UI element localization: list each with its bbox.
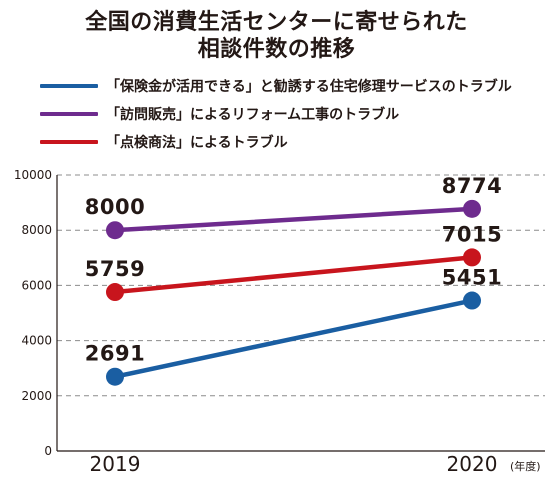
series-line-inspection-scam [112,255,475,295]
data-label-insurance-repair-2020: 5451 [442,266,502,290]
y-tick-label-2000: 2000 [21,389,52,403]
y-tick-label-8000: 8000 [21,223,52,237]
data-point-insurance-repair-2019 [106,367,124,386]
data-label-inspection-scam-2019: 5759 [85,257,145,281]
legend-label-inspection-scam: 「点検商法」によるトラブル [106,135,288,151]
legend-swatch-inspection-scam [40,140,98,144]
legend-label-insurance-repair: 「保険金が活用できる」と勧誘する住宅修理サービスのトラブル [106,79,512,95]
legend-item-door-to-door-reform: 「訪問販売」によるリフォーム工事のトラブル [40,100,512,128]
x-tick-label-2019: 2019 [90,452,141,476]
chart-title-line-2: 相談件数の推移 [197,37,356,62]
legend-swatch-insurance-repair [40,84,98,88]
y-tick-label-10000: 10000 [14,168,52,182]
data-point-door-to-door-reform-2020 [463,199,481,218]
data-label-door-to-door-reform-2020: 8774 [442,174,502,198]
data-point-insurance-repair-2020 [463,291,481,310]
data-label-door-to-door-reform-2019: 8000 [85,195,145,219]
data-point-inspection-scam-2019 [106,283,124,302]
chart-title-line-1: 全国の消費生活センターに寄せられた [85,10,468,35]
legend-item-insurance-repair: 「保険金が活用できる」と勧誘する住宅修理サービスのトラブル [40,72,512,100]
y-tick-label-6000: 6000 [21,278,52,292]
legend-item-inspection-scam: 「点検商法」によるトラブル [40,128,512,156]
data-label-insurance-repair-2019: 2691 [85,342,145,366]
y-tick-label-4000: 4000 [21,334,52,348]
y-tick-label-0: 0 [44,444,52,458]
series-line-door-to-door-reform [112,206,475,233]
legend-swatch-door-to-door-reform [40,112,98,116]
legend-label-door-to-door-reform: 「訪問販売」によるリフォーム工事のトラブル [106,107,400,123]
legend: 「保険金が活用できる」と勧誘する住宅修理サービスのトラブル 「訪問販売」によるリ… [40,72,512,156]
data-point-inspection-scam-2020 [463,248,481,267]
x-axis-unit-label: (年度) [510,459,541,473]
data-label-inspection-scam-2020: 7015 [442,222,502,246]
x-tick-label-2020: 2020 [447,452,498,476]
data-point-door-to-door-reform-2019 [106,221,124,240]
series-line-insurance-repair [112,298,475,379]
